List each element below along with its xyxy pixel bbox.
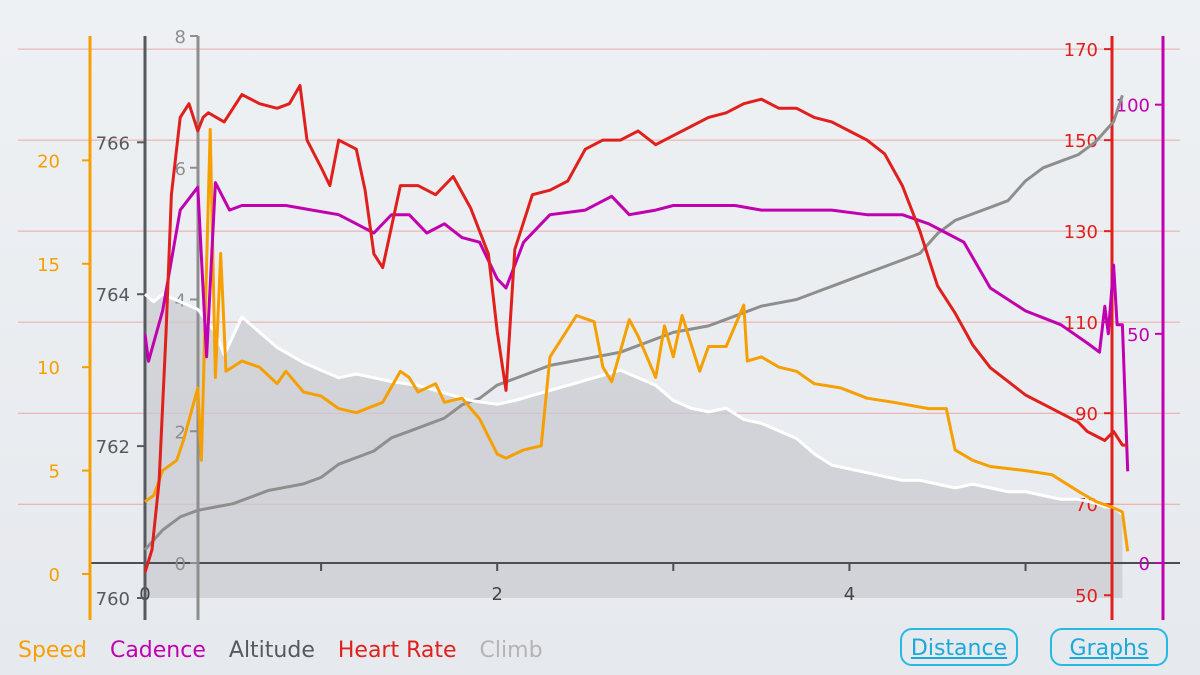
speed-tick-label: 5 — [49, 462, 60, 483]
heartrate-tick-label: 170 — [1064, 40, 1098, 61]
heartrate-tick-label: 90 — [1075, 404, 1098, 425]
climb-tick-label: 8 — [175, 27, 186, 48]
heartrate-tick-label: 110 — [1064, 313, 1098, 334]
x-tick-label: 2 — [491, 584, 502, 605]
climb-tick-label: 0 — [175, 554, 186, 575]
speed-series-line — [144, 127, 1130, 552]
climb-series-line — [143, 94, 1124, 551]
altitude-tick-label: 764 — [96, 285, 130, 306]
altitude-tick-label: 766 — [96, 133, 130, 154]
legend-climb: Climb — [479, 638, 543, 663]
distance-button[interactable]: Distance — [900, 628, 1018, 666]
altitude-series-line — [144, 292, 1124, 516]
heartrate-tick-label: 130 — [1064, 222, 1098, 243]
legend-cadence: Cadence — [109, 638, 206, 663]
altitude-tick-label: 760 — [96, 589, 130, 610]
cadence-tick-label: 0 — [1139, 554, 1150, 575]
legend-speed: Speed — [18, 638, 87, 663]
altitude-tick-label: 762 — [96, 437, 130, 458]
legend: Speed Cadence Altitude Heart Rate Climb — [18, 638, 559, 663]
speed-tick-label: 20 — [37, 151, 60, 172]
climb-tick-label: 6 — [175, 159, 186, 180]
legend-altitude: Altitude — [228, 638, 315, 663]
heartrate-tick-label: 50 — [1075, 586, 1098, 607]
x-tick-label: 4 — [844, 584, 855, 605]
cadence-tick-label: 50 — [1127, 325, 1150, 346]
speed-tick-label: 10 — [37, 358, 60, 379]
activity-chart: 0240510152076076276476602468507090110130… — [18, 27, 1180, 620]
altitude-area — [145, 294, 1123, 598]
climb-tick-label: 2 — [175, 422, 186, 443]
speed-tick-label: 0 — [49, 565, 60, 586]
legend-heart-rate: Heart Rate — [337, 638, 457, 663]
graphs-button[interactable]: Graphs — [1050, 628, 1168, 666]
cadence-series-line — [143, 181, 1130, 472]
heart-rate-series-line — [143, 84, 1128, 573]
cadence-tick-label: 100 — [1116, 96, 1150, 117]
heartrate-tick-label: 150 — [1064, 131, 1098, 152]
speed-tick-label: 15 — [37, 255, 60, 276]
